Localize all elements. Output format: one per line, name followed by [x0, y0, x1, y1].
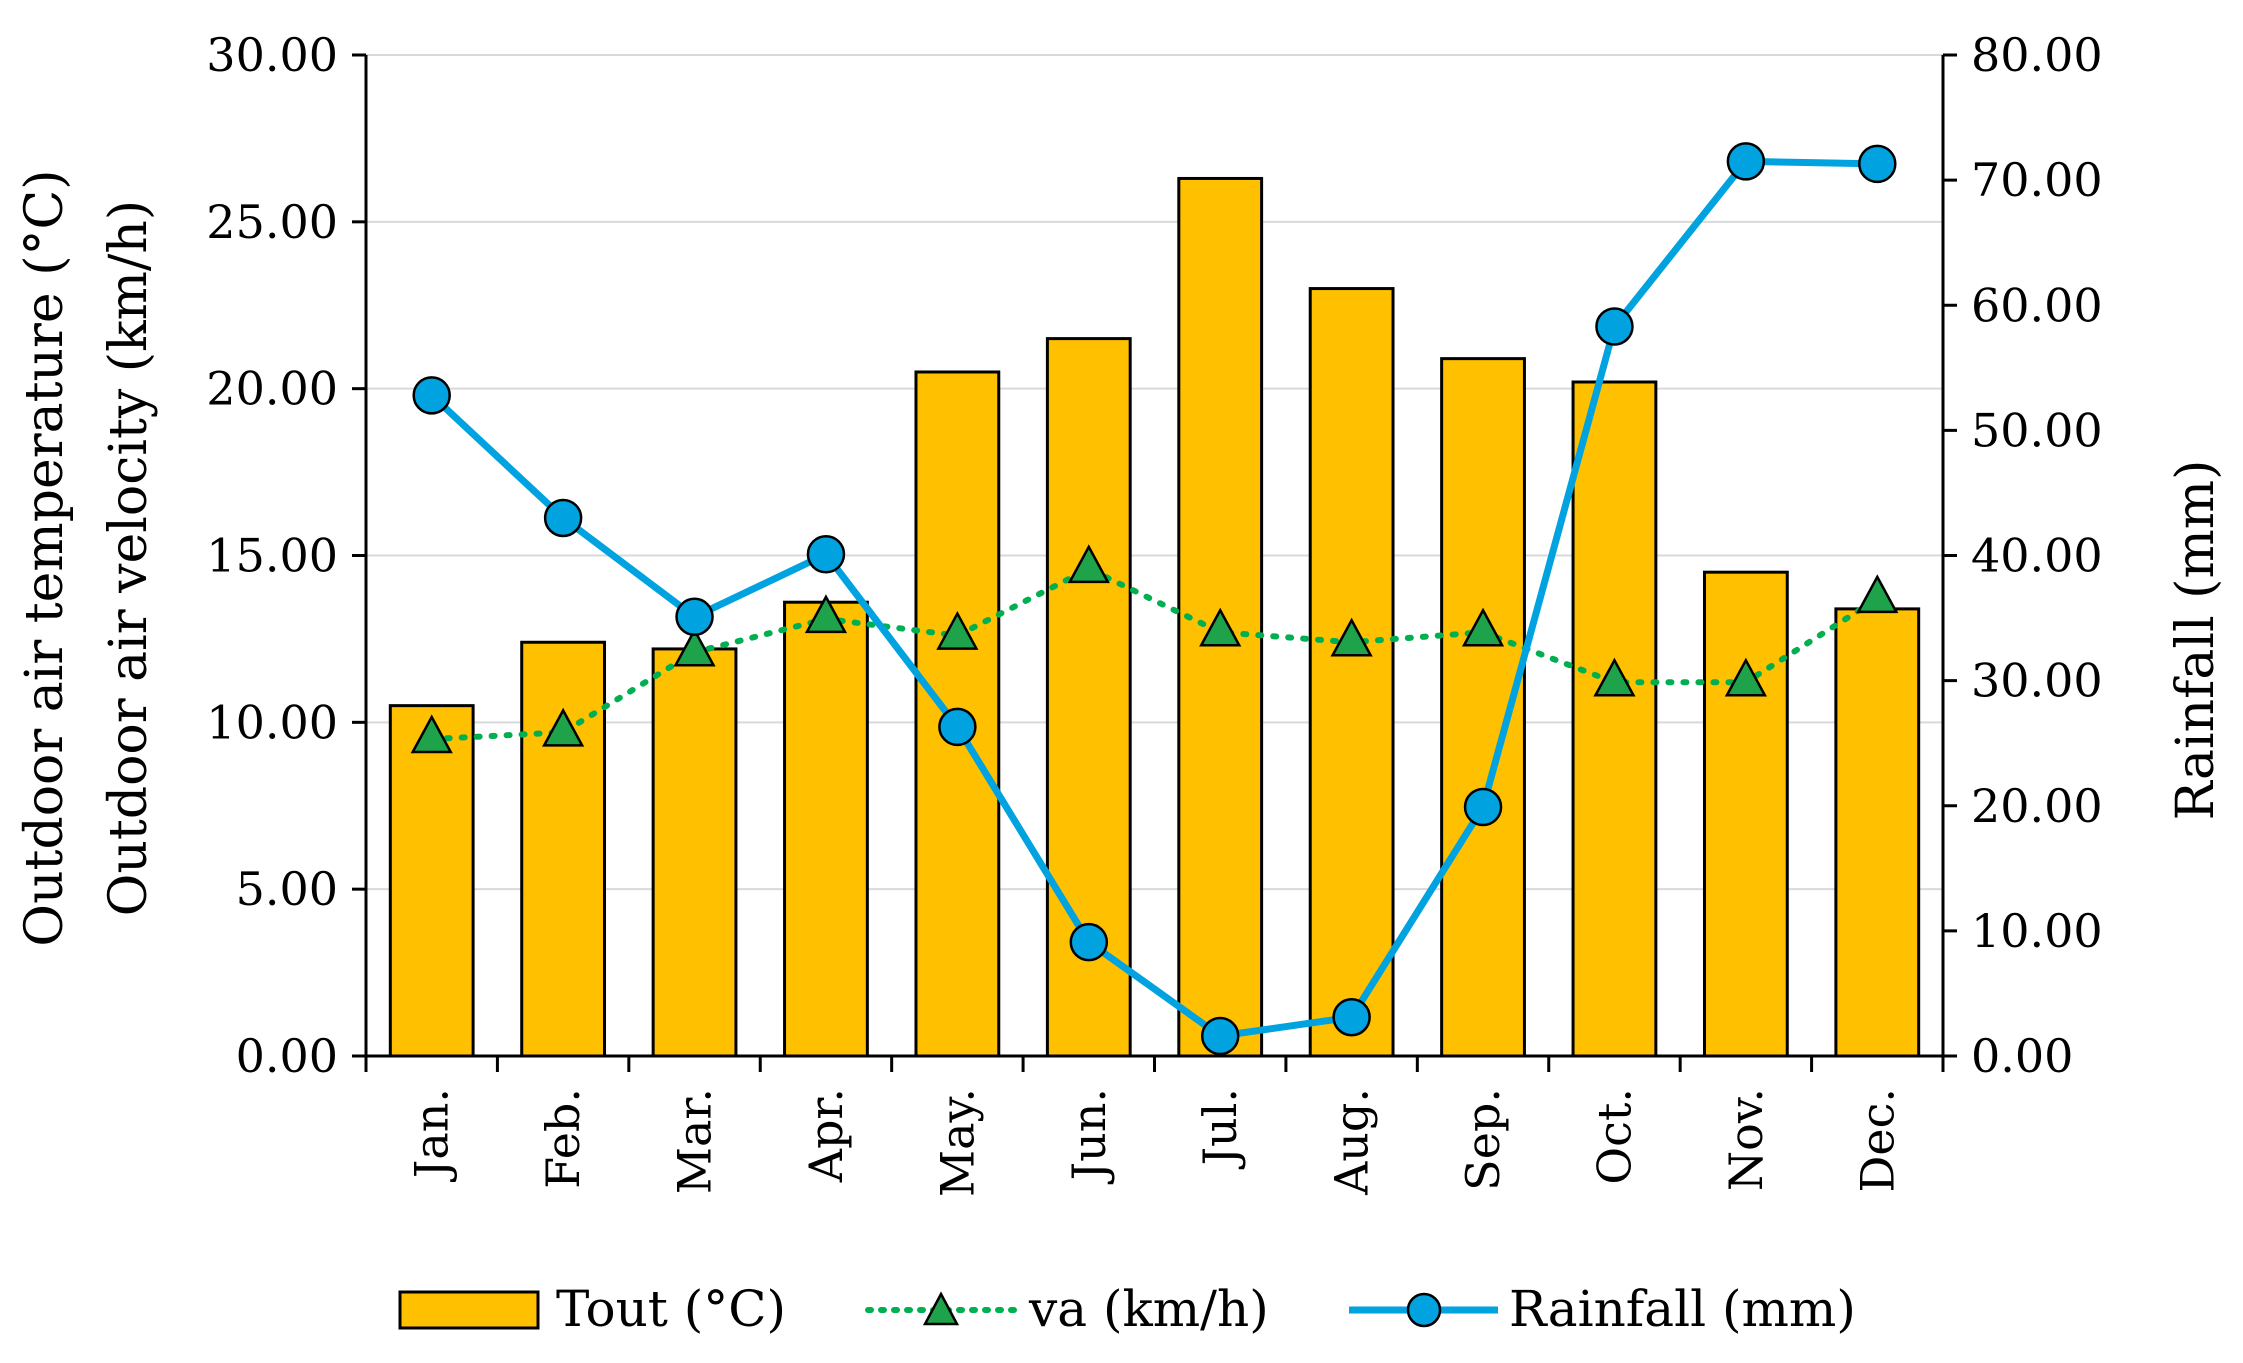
gridlines	[366, 54, 1943, 891]
rainfall-point-apr	[806, 534, 846, 574]
rainfall-point-sep	[1463, 787, 1503, 827]
x-tick-label-aug: Aug.	[1325, 1088, 1379, 1196]
rainfall-point-may	[938, 707, 977, 747]
va-point-mar	[673, 627, 716, 667]
va-point-may	[936, 610, 979, 650]
rainfall-point-jun	[1069, 922, 1109, 962]
right-tick-label: 50.00	[1971, 403, 2103, 457]
right-tick-label: 60.00	[1971, 278, 2103, 332]
right-tick-label: 40.00	[1971, 529, 2103, 583]
bar-tout-mar	[651, 647, 738, 1058]
left-y-axis-title-velocity: Outdoor air velocity (km/h)	[99, 200, 159, 916]
rainfall-point-mar	[675, 597, 714, 637]
legend-va-triangle-marker	[922, 1291, 960, 1326]
va-point-sep	[1461, 607, 1505, 647]
left-tick-label: 0.00	[236, 1029, 338, 1083]
va-point-oct	[1593, 657, 1636, 697]
right-tick-label: 70.00	[1971, 153, 2103, 207]
legend: Tout (°C) va (km/h) Rainfall (mm)	[398, 1280, 1856, 1338]
x-tick-label-mar: Mar.	[668, 1088, 722, 1194]
left-tick-label: 10.00	[206, 695, 338, 749]
rainfall-point-dec	[1858, 144, 1897, 184]
va-point-apr	[804, 594, 848, 634]
rainfall-point-aug	[1332, 997, 1371, 1037]
bar-tout-dec	[1834, 607, 1921, 1058]
bar-tout-oct	[1571, 380, 1658, 1058]
legend-bar-swatch	[398, 1290, 540, 1330]
bar-tout-jan	[388, 704, 475, 1058]
x-tick-label-dec: Dec.	[1850, 1088, 1904, 1193]
rainfall-line-series	[412, 142, 1897, 1056]
x-tick-label-jan: Jan.	[405, 1088, 459, 1182]
left-tick-label: 15.00	[206, 529, 338, 583]
va-point-nov	[1724, 657, 1767, 697]
left-tick-label: 25.00	[206, 195, 338, 249]
bar-series-tout	[388, 176, 1921, 1058]
va-point-jun	[1067, 544, 1110, 584]
right-tick-label: 0.00	[1971, 1029, 2073, 1083]
x-tick-label-jun: Jun.	[1062, 1088, 1116, 1184]
legend-label-rainfall: Rainfall (mm)	[1509, 1280, 1856, 1338]
right-y-axis-title-rainfall: Rainfall (mm)	[2166, 460, 2226, 821]
right-tick-label: 20.00	[1971, 779, 2103, 833]
left-tick-label: 30.00	[206, 28, 338, 82]
left-tick-label: 5.00	[236, 862, 338, 916]
bar-tout-nov	[1702, 570, 1789, 1058]
bar-tout-feb	[520, 640, 607, 1058]
right-y-ticks: 0.00 10.00 20.00 30.00 40.00 50.00 60.00 70.00 8…	[1943, 28, 2103, 1083]
va-line-path	[428, 565, 1881, 743]
va-line-series	[410, 544, 1899, 754]
va-point-dec	[1856, 574, 1899, 614]
right-tick-label: 30.00	[1971, 654, 2103, 708]
legend-rainfall-circle-marker	[1406, 1292, 1442, 1328]
x-tick-label-may: May.	[930, 1088, 984, 1197]
rainfall-point-jan	[412, 376, 451, 415]
va-point-aug	[1330, 617, 1373, 657]
left-tick-label: 20.00	[206, 362, 338, 416]
right-tick-label: 10.00	[1971, 904, 2103, 958]
rainfall-point-feb	[543, 498, 583, 538]
axis-titles: Outdoor air temperature (°C) Outdoor air…	[15, 169, 2226, 946]
rainfall-line-path	[429, 157, 1878, 1040]
x-tick-label-feb: Feb.	[536, 1088, 590, 1189]
x-tick-label-nov: Nov.	[1719, 1088, 1773, 1191]
x-tick-label-jul: Jul.	[1193, 1088, 1247, 1169]
left-y-ticks: 0.00 5.00 10.00 15.00 20.00 25.00 30.00	[206, 28, 366, 1083]
va-point-jul	[1199, 607, 1242, 647]
va-point-jan	[410, 714, 453, 754]
legend-label-va: va (km/h)	[1028, 1280, 1269, 1338]
rainfall-point-nov	[1726, 142, 1766, 181]
legend-label-tout: Tout (°C)	[556, 1280, 786, 1338]
bar-tout-aug	[1308, 287, 1395, 1058]
x-axis-ticks: Jan. Feb. Mar. Apr. May. Jun. Jul. Aug. Sep. Oct.…	[364, 1056, 1945, 1197]
x-tick-label-oct: Oct.	[1587, 1088, 1641, 1185]
rainfall-point-oct	[1595, 307, 1634, 346]
bar-tout-apr	[783, 600, 869, 1058]
right-tick-label: 80.00	[1971, 28, 2103, 82]
va-point-feb	[542, 707, 585, 747]
left-y-axis-title-temperature: Outdoor air temperature (°C)	[15, 169, 75, 946]
rainfall-point-jul	[1200, 1016, 1240, 1056]
x-tick-label-apr: Apr.	[799, 1088, 853, 1183]
x-tick-label-sep: Sep.	[1456, 1088, 1510, 1191]
